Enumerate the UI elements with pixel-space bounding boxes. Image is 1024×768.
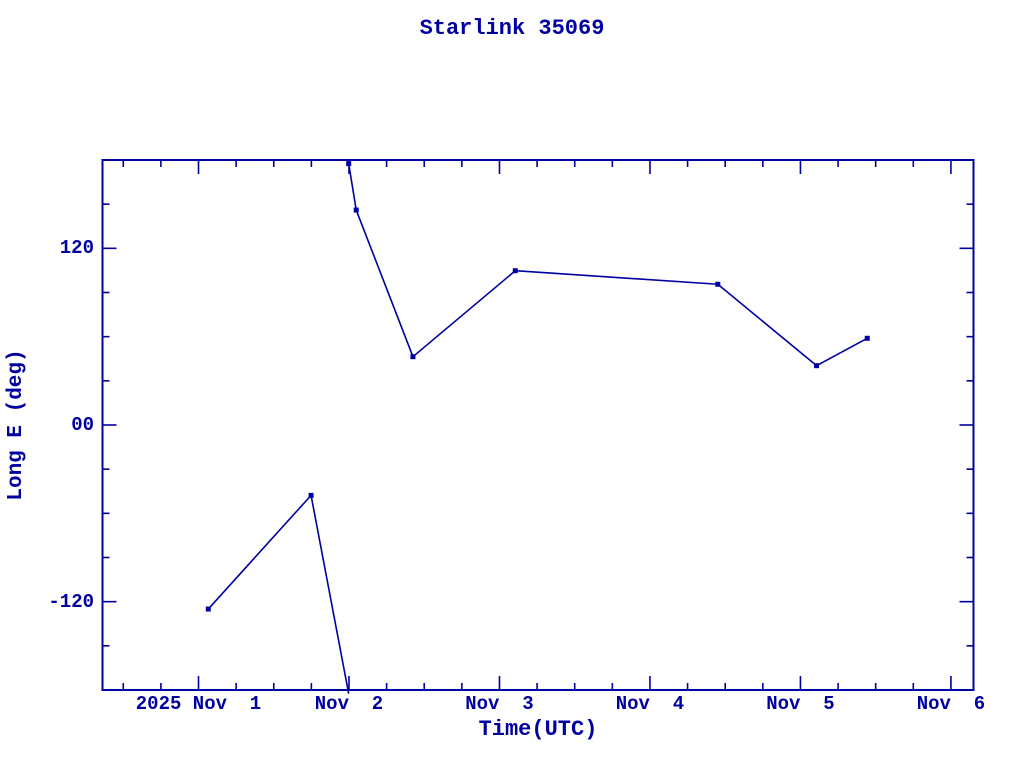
- data-line-segment: [515, 269, 718, 286]
- y-tick-label: -120: [48, 590, 94, 613]
- data-point-marker: [205, 606, 211, 612]
- axis-ticks: [102, 160, 974, 690]
- x-tick-label: Nov 2: [314, 693, 384, 715]
- axis-frame: [101, 159, 975, 691]
- chart-title: Starlink 35069: [419, 16, 605, 41]
- x-axis-title: Time(UTC): [478, 717, 598, 742]
- data-point-marker: [308, 492, 314, 498]
- data-point-marker: [410, 354, 416, 360]
- plot-box: [101, 159, 975, 691]
- data-line-segment: [816, 337, 868, 367]
- x-tick-label: Nov 5: [766, 693, 835, 715]
- x-tick-label: Nov 3: [465, 693, 534, 715]
- data-point-marker: [814, 363, 820, 369]
- y-tick-label: 00: [71, 414, 94, 436]
- data-point-marker: [353, 207, 359, 213]
- data-line-segment: [355, 209, 414, 357]
- data-markers: [205, 161, 870, 612]
- x-tick-label: 2025 Nov 1: [135, 693, 262, 715]
- data-line-segment: [207, 494, 312, 610]
- data-point-marker: [715, 281, 721, 287]
- x-tick-label: Nov 4: [615, 693, 685, 715]
- data-line-segment: [347, 160, 350, 164]
- data-line-segment: [412, 270, 516, 358]
- data-point-marker: [864, 335, 870, 341]
- x-tick-label: Nov 6: [916, 693, 986, 715]
- data-point-marker: [346, 161, 352, 167]
- data-point-marker: [512, 268, 518, 274]
- data-line-segment: [347, 163, 358, 211]
- y-axis-title: Long E (deg): [5, 349, 28, 501]
- data-line: [207, 160, 868, 694]
- data-line-segment: [310, 495, 350, 694]
- y-tick-label: 120: [59, 237, 94, 260]
- data-line-segment: [717, 283, 818, 367]
